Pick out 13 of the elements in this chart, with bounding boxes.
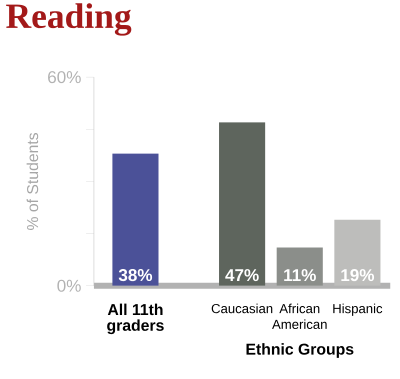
data-label: 11% — [284, 269, 316, 282]
y-axis-title: % of Students — [26, 133, 38, 230]
x-tick-label: African American — [272, 304, 327, 330]
chart-title: Reading — [6, 3, 132, 36]
x-tick-label: Hispanic — [333, 304, 382, 316]
x-tick-label: All 11th graders — [107, 304, 164, 334]
data-label: 19% — [341, 269, 374, 282]
data-label: 38% — [118, 269, 152, 282]
x-tick-label: Caucasian — [212, 304, 272, 314]
y-tick-label: 0% — [57, 280, 81, 292]
y-tick-label: 60% — [48, 71, 81, 84]
data-label: 47% — [225, 269, 259, 282]
x-axis-title: Ethnic Groups — [246, 343, 354, 358]
